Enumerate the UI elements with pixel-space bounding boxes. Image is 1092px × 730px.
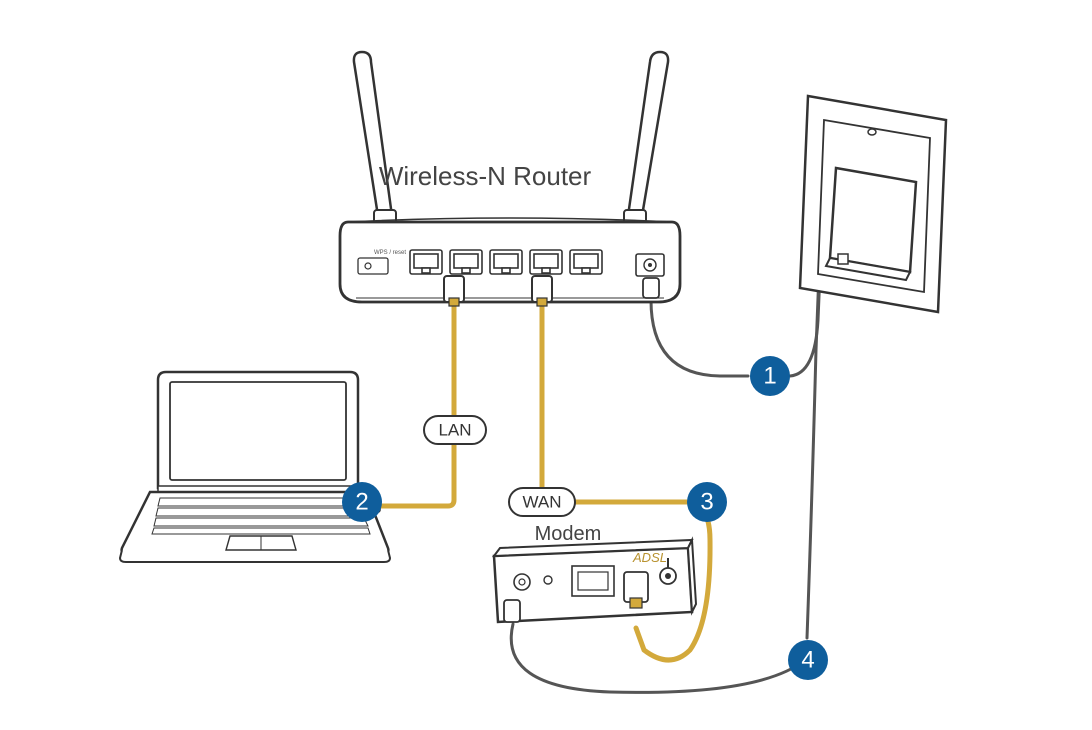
rj45-plug-wan bbox=[532, 276, 552, 306]
pill-wan: WAN bbox=[509, 488, 575, 516]
badge-2: 2 bbox=[342, 482, 382, 522]
svg-text:LAN: LAN bbox=[438, 421, 471, 440]
modem-title: Modem bbox=[535, 523, 602, 545]
modem: ADSL bbox=[494, 540, 696, 622]
pill-lan: LAN bbox=[424, 416, 486, 444]
svg-text:WAN: WAN bbox=[522, 493, 561, 512]
badge-3: 3 bbox=[687, 482, 727, 522]
router-title: Wireless-N Router bbox=[379, 161, 592, 191]
svg-text:1: 1 bbox=[763, 363, 776, 390]
wall-outlet bbox=[800, 96, 946, 312]
cable-router-power bbox=[651, 300, 748, 376]
badge-1: 1 bbox=[750, 356, 790, 396]
laptop bbox=[120, 372, 390, 562]
svg-text:WPS / reset: WPS / reset bbox=[374, 250, 406, 256]
power-plug-router bbox=[643, 278, 659, 298]
modem-brand-text: ADSL bbox=[632, 550, 667, 565]
badge-4: 4 bbox=[788, 640, 828, 680]
svg-text:3: 3 bbox=[700, 489, 713, 516]
rj45-plug-lan bbox=[444, 276, 464, 306]
router-antenna-right bbox=[624, 52, 668, 224]
svg-text:4: 4 bbox=[801, 647, 814, 674]
cables-layer bbox=[378, 262, 842, 692]
router-antenna-left bbox=[354, 52, 396, 224]
cable-modem-power-2 bbox=[807, 272, 819, 638]
router-ports bbox=[410, 250, 602, 274]
cable-lan bbox=[378, 300, 454, 506]
svg-text:2: 2 bbox=[355, 489, 368, 516]
